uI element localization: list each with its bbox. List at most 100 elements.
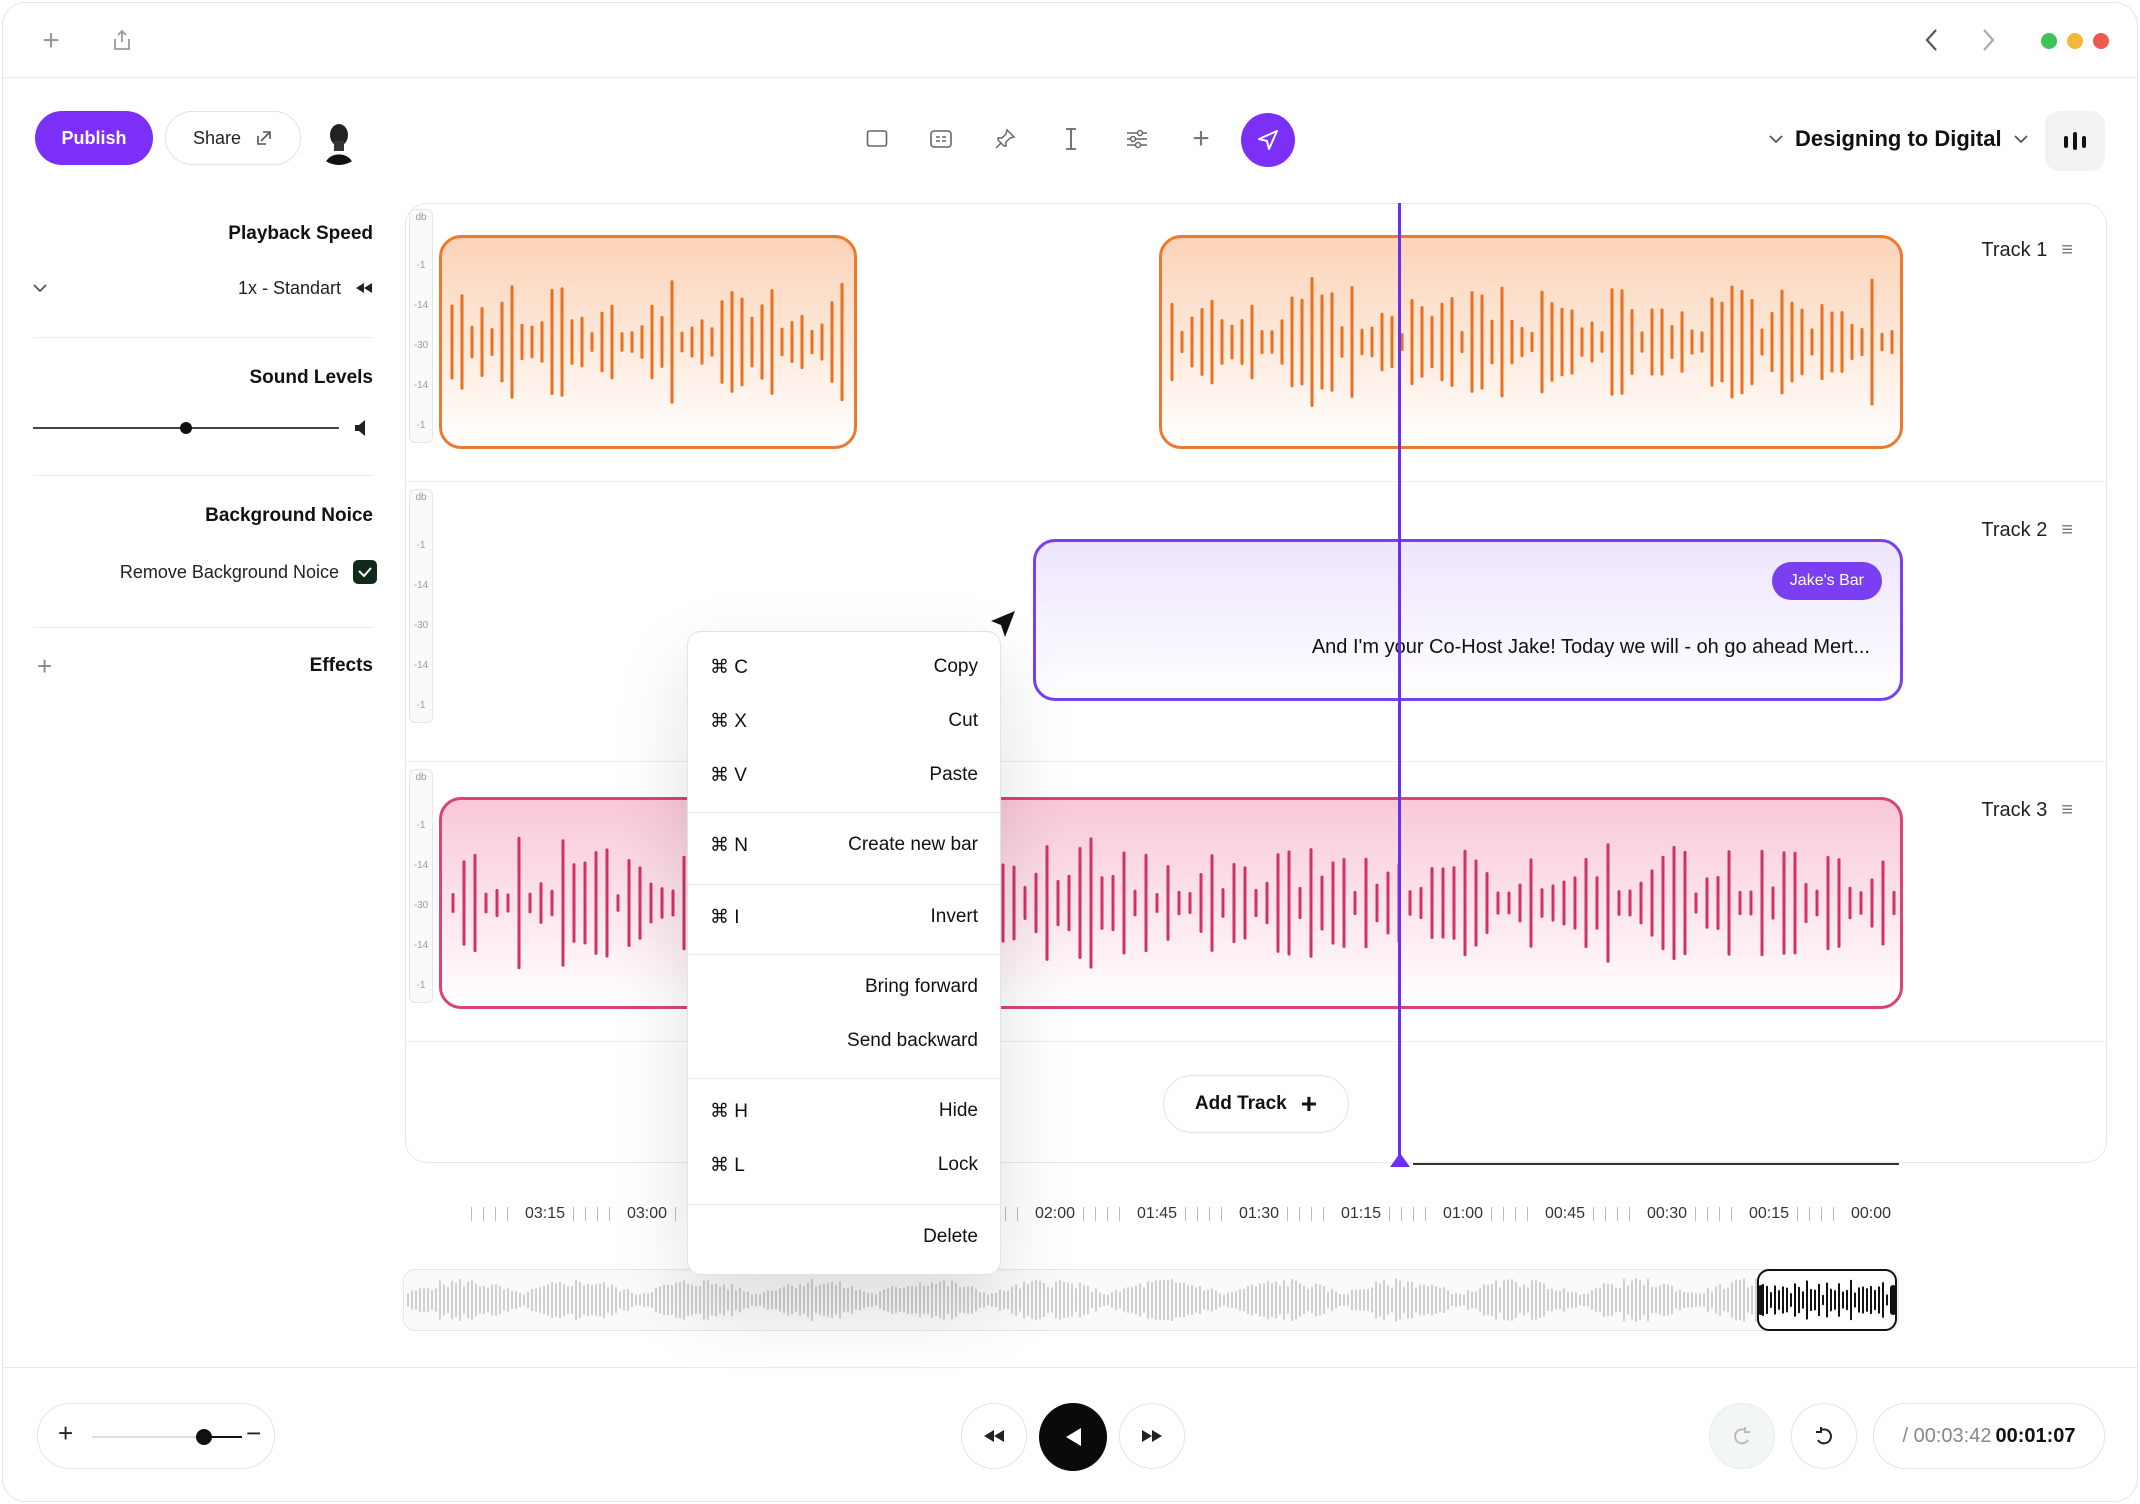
project-title: Designing to Digital: [1795, 126, 2002, 151]
zoom-in-icon[interactable]: +: [58, 1418, 74, 1448]
pin-icon[interactable]: [983, 117, 1027, 161]
window-dot-yellow[interactable]: [2067, 33, 2083, 49]
share-window-icon[interactable]: [107, 25, 137, 55]
plus-icon: +: [1300, 1088, 1318, 1119]
ruler-label: 01:45: [1137, 1205, 1178, 1222]
playhead-handle-icon[interactable]: [1390, 1153, 1410, 1167]
ruler-tick: [1413, 1207, 1414, 1221]
menu-item-paste[interactable]: ⌘ V Paste: [688, 752, 1000, 798]
play-button[interactable]: [1039, 1403, 1107, 1471]
add-track-button[interactable]: Add Track +: [1163, 1075, 1349, 1133]
add-effect-icon[interactable]: +: [37, 651, 53, 681]
forward-icon[interactable]: [1973, 23, 2005, 57]
track-name: Track 2: [1981, 519, 2048, 541]
db-tick: -14: [413, 580, 429, 591]
overview-viewport[interactable]: [1757, 1269, 1897, 1331]
comment-icon[interactable]: [855, 117, 899, 161]
ruler-tick: [1527, 1207, 1528, 1221]
window-dot-red[interactable]: [2093, 33, 2109, 49]
zoom-slider-knob[interactable]: [196, 1429, 212, 1445]
audio-clip-track-1a[interactable]: [439, 235, 857, 449]
viewport-handle-right[interactable]: [1890, 1285, 1895, 1315]
timeline-ruler[interactable]: 00:00 00:15 00:30 00:45 01:00 01:15 01:30 01:45…: [403, 1203, 1899, 1227]
play-icon: [1066, 1428, 1081, 1446]
ruler-tick: [1287, 1207, 1288, 1221]
clip-tag[interactable]: Jake's Bar: [1771, 562, 1882, 600]
ruler-tick: [573, 1207, 574, 1221]
ruler-tick: [1299, 1207, 1300, 1221]
undo-button[interactable]: [1709, 1403, 1775, 1469]
menu-label: Delete: [923, 1226, 978, 1247]
window-dot-green[interactable]: [2041, 33, 2057, 49]
db-tick: -14: [413, 660, 429, 671]
menu-item-cut[interactable]: ⌘ X Cut: [688, 698, 1000, 744]
menu-item-invert[interactable]: ⌘ I Invert: [688, 894, 1000, 940]
menu-item-lock[interactable]: ⌘ L Lock: [688, 1142, 1000, 1188]
playback-speed-select[interactable]: 1x - Standart: [33, 273, 373, 303]
menu-icon[interactable]: ≡: [2061, 799, 2073, 821]
chevron-down-icon: [1769, 135, 1783, 144]
track-label-3[interactable]: Track 3 ≡: [1963, 799, 2073, 822]
zoom-slider-track[interactable]: [92, 1436, 242, 1438]
track-label-2[interactable]: Track 2 ≡: [1963, 519, 2073, 542]
add-icon[interactable]: +: [1192, 122, 1210, 155]
share-button[interactable]: Share: [165, 111, 301, 165]
track-divider: [405, 481, 2107, 482]
db-tick: -1: [416, 540, 426, 551]
zoom-out-icon[interactable]: −: [246, 1418, 262, 1448]
menu-divider: [688, 884, 1000, 885]
send-button[interactable]: [1241, 113, 1295, 167]
menu-icon[interactable]: ≡: [2061, 519, 2073, 541]
ruler-tick: [1719, 1207, 1720, 1221]
ruler-tick: [1389, 1207, 1390, 1221]
new-tab-icon[interactable]: +: [42, 24, 60, 57]
publish-button[interactable]: Publish: [35, 111, 153, 165]
checkbox-checked-icon[interactable]: [353, 560, 377, 584]
context-menu: ⌘ C Copy ⌘ X Cut ⌘ V Paste ⌘ N Create new ba…: [687, 631, 1001, 1275]
project-selector[interactable]: Designing to Digital: [1769, 119, 2039, 159]
overview-track[interactable]: [403, 1269, 1899, 1331]
ruler-label: 00:15: [1749, 1205, 1790, 1222]
menu-item-copy[interactable]: ⌘ C Copy: [688, 644, 1000, 690]
remove-noise-option[interactable]: Remove Background Noice: [33, 557, 377, 587]
chevron-down-icon: [33, 284, 47, 293]
audio-clip-track-3[interactable]: [439, 797, 1903, 1009]
back-icon[interactable]: [1915, 23, 1947, 57]
ruler-tick: [1017, 1207, 1018, 1221]
rewind-button[interactable]: [961, 1403, 1027, 1469]
menu-label: Lock: [937, 1154, 978, 1175]
remove-noise-label: Remove Background Noice: [119, 561, 339, 582]
playback-speed-title: Playback Speed: [228, 223, 373, 244]
sound-level-slider[interactable]: [33, 413, 373, 443]
captions-icon[interactable]: [919, 117, 963, 161]
menu-item-bring-forward[interactable]: Bring forward: [688, 964, 1000, 1010]
track-divider: [405, 1041, 2107, 1042]
menu-icon[interactable]: ≡: [2061, 239, 2073, 261]
menu-shortcut: ⌘ C: [710, 656, 748, 678]
ruler-tick: [1503, 1207, 1504, 1221]
track-label-1[interactable]: Track 1 ≡: [1963, 239, 2073, 262]
ruler-tick: [1593, 1207, 1594, 1221]
transcript-text: And I'm your Co-Host Jake! Today we will…: [1311, 636, 1870, 658]
ruler-tick: [1617, 1207, 1618, 1221]
ruler-tick: [1197, 1207, 1198, 1221]
playhead-line[interactable]: [1398, 203, 1401, 1161]
audio-clip-track-1b[interactable]: [1159, 235, 1903, 449]
db-meter-track-3: db -1 -14 -30 -14 -1: [409, 769, 433, 1003]
avatar[interactable]: [315, 117, 363, 165]
db-tick: -30: [413, 620, 429, 631]
sliders-icon[interactable]: [1115, 117, 1159, 161]
fast-forward-button[interactable]: [1119, 1403, 1185, 1469]
ruler-tick: [471, 1207, 472, 1221]
slider-knob[interactable]: [180, 422, 192, 434]
menu-item-hide[interactable]: ⌘ H Hide: [688, 1088, 1000, 1134]
app-logo[interactable]: [2045, 111, 2105, 171]
viewport-handle-left[interactable]: [1759, 1285, 1764, 1315]
menu-item-delete[interactable]: Delete: [688, 1214, 1000, 1260]
add-track-label: Add Track: [1194, 1093, 1287, 1114]
text-cursor-icon[interactable]: [1049, 117, 1093, 161]
transcript-clip[interactable]: Jake's Bar And I'm your Co-Host Jake! To…: [1033, 539, 1903, 701]
redo-button[interactable]: [1791, 1403, 1857, 1469]
menu-item-create-new-bar[interactable]: ⌘ N Create new bar: [688, 822, 1000, 868]
menu-item-send-backward[interactable]: Send backward: [688, 1018, 1000, 1064]
